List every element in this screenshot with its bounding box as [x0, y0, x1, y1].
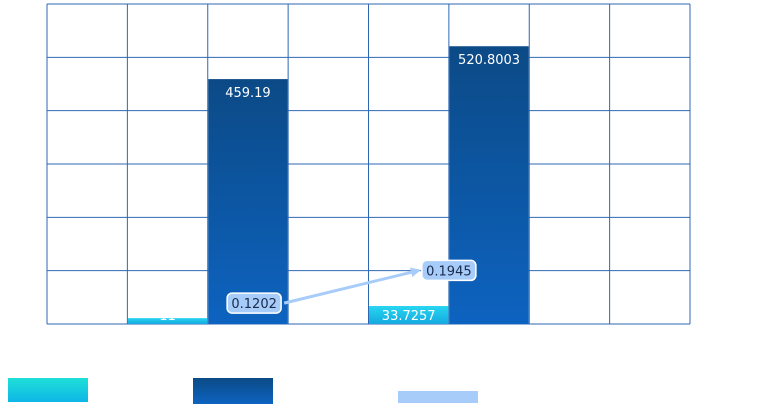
legend — [8, 378, 478, 404]
bar-series-1-group-1[interactable] — [127, 318, 208, 324]
legend-swatch-series-2[interactable] — [193, 378, 273, 404]
line-series — [226, 259, 477, 314]
legend-swatch-series-3[interactable] — [398, 391, 478, 403]
bar-value-label: 33.7257 — [382, 309, 436, 324]
data-labels: 11 33.7257 459.19 520.8003 0.1202 0.1945 — [159, 53, 520, 324]
bar-value-label: 459.19 — [225, 86, 271, 101]
line-point-marker[interactable] — [421, 259, 477, 282]
bar-value-label: 520.8003 — [458, 53, 520, 68]
legend-swatch-series-1[interactable] — [8, 378, 88, 402]
line-series-path — [283, 267, 421, 305]
grid — [46, 3, 691, 325]
line-value-label: 0.1945 — [426, 264, 472, 279]
line-value-label: 0.1202 — [231, 297, 277, 312]
bar-value-label: 11 — [159, 309, 176, 324]
bars — [127, 46, 529, 325]
bar-series-1-group-2[interactable] — [369, 306, 449, 324]
line-point-marker[interactable] — [226, 292, 282, 314]
bar-series-2-group-1[interactable] — [208, 79, 288, 324]
bar-series-2-group-2[interactable] — [449, 46, 529, 325]
